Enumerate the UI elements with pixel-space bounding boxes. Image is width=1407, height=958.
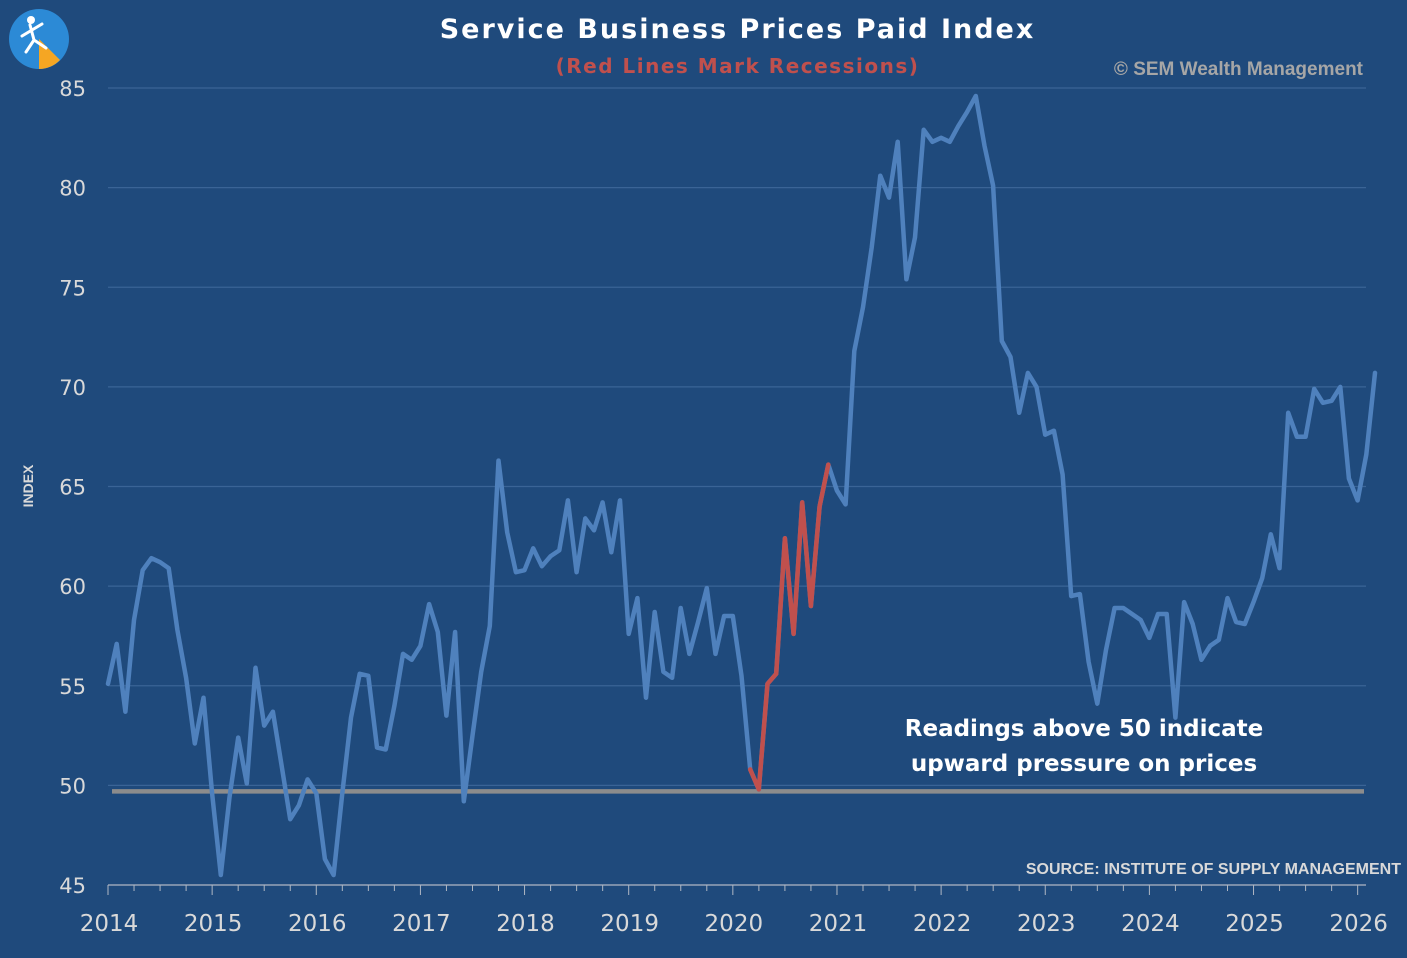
x-tick-label: 2020 — [705, 911, 764, 937]
x-tick-label: 2023 — [1017, 911, 1076, 937]
x-tick-label: 2021 — [809, 911, 868, 937]
x-tick-label: 2025 — [1225, 911, 1284, 937]
y-tick-label: 45 — [59, 874, 86, 898]
x-tick-label: 2024 — [1121, 911, 1180, 937]
y-tick-label: 70 — [59, 376, 86, 400]
chart-title: Service Business Prices Paid Index — [439, 14, 1036, 45]
y-axis-title: INDEX — [20, 464, 36, 507]
series-line-prices-paid — [105, 93, 1378, 878]
x-tick-label: 2017 — [392, 911, 451, 937]
logo-figure-head — [27, 16, 35, 24]
x-tick-label: 2022 — [913, 911, 972, 937]
copyright-text: © SEM Wealth Management — [1113, 59, 1363, 80]
annotation-line-1: Readings above 50 indicate — [904, 716, 1264, 742]
annotation-line-2: upward pressure on prices — [910, 751, 1258, 777]
annotation: Readings above 50 indicate upward pressu… — [894, 712, 1274, 782]
logo-figure-body — [20, 22, 48, 54]
x-tick-label: 2018 — [496, 911, 555, 937]
source-note: SOURCE: INSTITUTE OF SUPPLY MANAGEMENT — [1025, 861, 1401, 878]
x-tick-label: 2015 — [184, 911, 243, 937]
chart-subtitle: (Red Lines Mark Recessions) — [555, 54, 920, 78]
y-tick-label: 75 — [59, 276, 86, 300]
y-tick-label: 85 — [59, 77, 86, 101]
y-tick-label: 80 — [59, 177, 86, 201]
y-tick-label: 65 — [59, 476, 86, 500]
recession-line-segment — [747, 462, 831, 792]
x-tick-label: 2026 — [1329, 911, 1388, 937]
y-tick-label: 50 — [59, 774, 86, 798]
x-tick-label: 2019 — [600, 911, 659, 937]
y-tick-label: 55 — [59, 675, 86, 699]
x-tick-label: 2016 — [288, 911, 347, 937]
x-tick-label: 2014 — [80, 911, 139, 937]
sem-logo — [8, 8, 70, 70]
y-tick-label: 60 — [59, 575, 86, 599]
